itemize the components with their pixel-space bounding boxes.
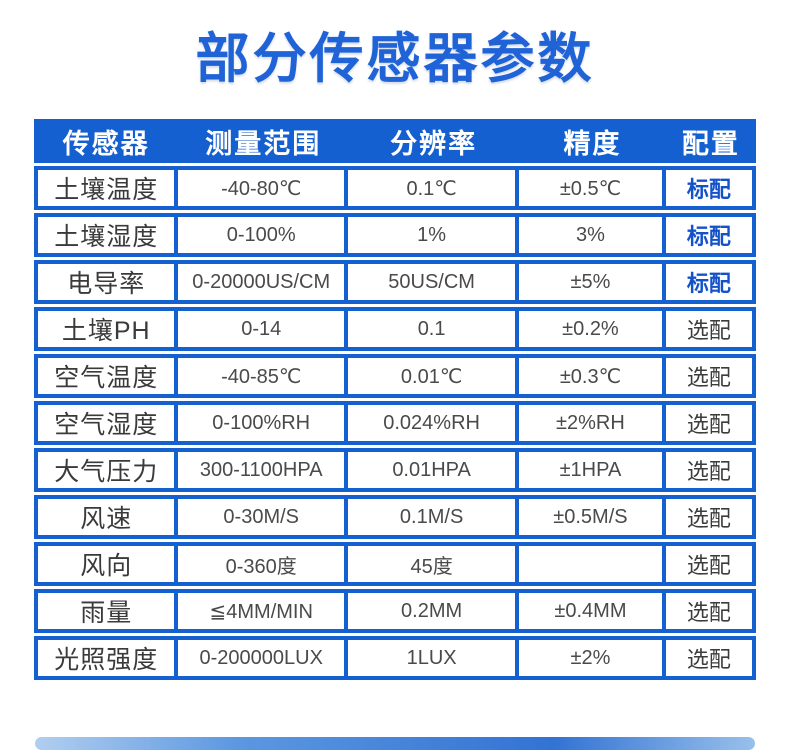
- range-cell: 0-30M/S: [178, 495, 349, 539]
- sensor-name-cell: 光照强度: [34, 636, 179, 680]
- table-row: 空气湿度 0-100%RH 0.024%RH ±2%RH 选配: [34, 401, 756, 445]
- accuracy-cell: ±0.5M/S: [519, 495, 666, 539]
- accuracy-cell: ±0.4MM: [519, 589, 666, 633]
- resolution-cell: 0.1℃: [348, 166, 520, 210]
- table-row: 雨量 ≦4MM/MIN 0.2MM ±0.4MM 选配: [34, 589, 756, 633]
- sensor-name-cell: 土壤PH: [34, 307, 179, 351]
- config-cell: 标配: [665, 166, 756, 210]
- range-cell: 0-20000US/CM: [178, 260, 349, 304]
- config-cell: 选配: [665, 401, 756, 445]
- sensor-name-cell: 大气压力: [34, 448, 179, 492]
- config-cell: 选配: [665, 307, 756, 351]
- table-row: 风向 0-360度 45度 选配: [34, 542, 756, 586]
- resolution-cell: 0.01HPA: [348, 448, 520, 492]
- resolution-cell: 0.1M/S: [348, 495, 520, 539]
- header-config: 配置: [665, 119, 756, 163]
- sensor-name-cell: 空气湿度: [34, 401, 179, 445]
- accuracy-cell: ±1HPA: [519, 448, 666, 492]
- accuracy-cell: ±0.3℃: [519, 354, 666, 398]
- bottom-decoration-bar: [35, 737, 755, 750]
- config-cell: 选配: [665, 589, 756, 633]
- table-body: 土壤温度 -40-80℃ 0.1℃ ±0.5℃ 标配 土壤湿度 0-100% 1% 3% 标配 电导…: [34, 166, 756, 680]
- config-cell: 标配: [665, 260, 756, 304]
- table-row: 土壤温度 -40-80℃ 0.1℃ ±0.5℃ 标配: [34, 166, 756, 210]
- sensor-name-cell: 风向: [34, 542, 179, 586]
- range-cell: ≦4MM/MIN: [178, 589, 349, 633]
- header-resolution: 分辨率: [348, 119, 520, 163]
- resolution-cell: 0.01℃: [348, 354, 520, 398]
- config-cell: 选配: [665, 636, 756, 680]
- table-row: 电导率 0-20000US/CM 50US/CM ±5% 标配: [34, 260, 756, 304]
- resolution-cell: 0.2MM: [348, 589, 520, 633]
- sensor-spec-table: 传感器 测量范围 分辨率 精度 配置 土壤温度 -40-80℃ 0.1℃ ±0.5℃ 标…: [34, 116, 756, 683]
- config-cell: 选配: [665, 448, 756, 492]
- sensor-name-cell: 电导率: [34, 260, 179, 304]
- table-row: 光照强度 0-200000LUX 1LUX ±2% 选配: [34, 636, 756, 680]
- table-row: 空气温度 -40-85℃ 0.01℃ ±0.3℃ 选配: [34, 354, 756, 398]
- range-cell: 0-360度: [178, 542, 349, 586]
- resolution-cell: 1LUX: [348, 636, 520, 680]
- header-accuracy: 精度: [519, 119, 666, 163]
- range-cell: -40-80℃: [178, 166, 349, 210]
- accuracy-cell: ±5%: [519, 260, 666, 304]
- accuracy-cell: ±0.5℃: [519, 166, 666, 210]
- page-title: 部分传感器参数: [195, 29, 595, 89]
- accuracy-cell: ±2%RH: [519, 401, 666, 445]
- config-cell: 标配: [665, 213, 756, 257]
- sensor-name-cell: 空气温度: [34, 354, 179, 398]
- resolution-cell: 50US/CM: [348, 260, 520, 304]
- resolution-cell: 45度: [348, 542, 520, 586]
- accuracy-cell: [519, 542, 666, 586]
- config-cell: 选配: [665, 495, 756, 539]
- accuracy-cell: ±2%: [519, 636, 666, 680]
- table-header-row: 传感器 测量范围 分辨率 精度 配置: [34, 119, 756, 163]
- resolution-cell: 0.1: [348, 307, 520, 351]
- accuracy-cell: 3%: [519, 213, 666, 257]
- range-cell: 300-1100HPA: [178, 448, 349, 492]
- table-row: 大气压力 300-1100HPA 0.01HPA ±1HPA 选配: [34, 448, 756, 492]
- range-cell: 0-14: [178, 307, 349, 351]
- table-row: 土壤PH 0-14 0.1 ±0.2% 选配: [34, 307, 756, 351]
- config-cell: 选配: [665, 542, 756, 586]
- config-cell: 选配: [665, 354, 756, 398]
- table-row: 土壤湿度 0-100% 1% 3% 标配: [34, 213, 756, 257]
- sensor-name-cell: 风速: [34, 495, 179, 539]
- resolution-cell: 1%: [348, 213, 520, 257]
- range-cell: 0-100%RH: [178, 401, 349, 445]
- sensor-name-cell: 雨量: [34, 589, 179, 633]
- range-cell: -40-85℃: [178, 354, 349, 398]
- header-sensor: 传感器: [34, 119, 179, 163]
- sensor-name-cell: 土壤温度: [34, 166, 179, 210]
- header-range: 测量范围: [178, 119, 349, 163]
- range-cell: 0-100%: [178, 213, 349, 257]
- resolution-cell: 0.024%RH: [348, 401, 520, 445]
- sensor-name-cell: 土壤湿度: [34, 213, 179, 257]
- accuracy-cell: ±0.2%: [519, 307, 666, 351]
- table-row: 风速 0-30M/S 0.1M/S ±0.5M/S 选配: [34, 495, 756, 539]
- range-cell: 0-200000LUX: [178, 636, 349, 680]
